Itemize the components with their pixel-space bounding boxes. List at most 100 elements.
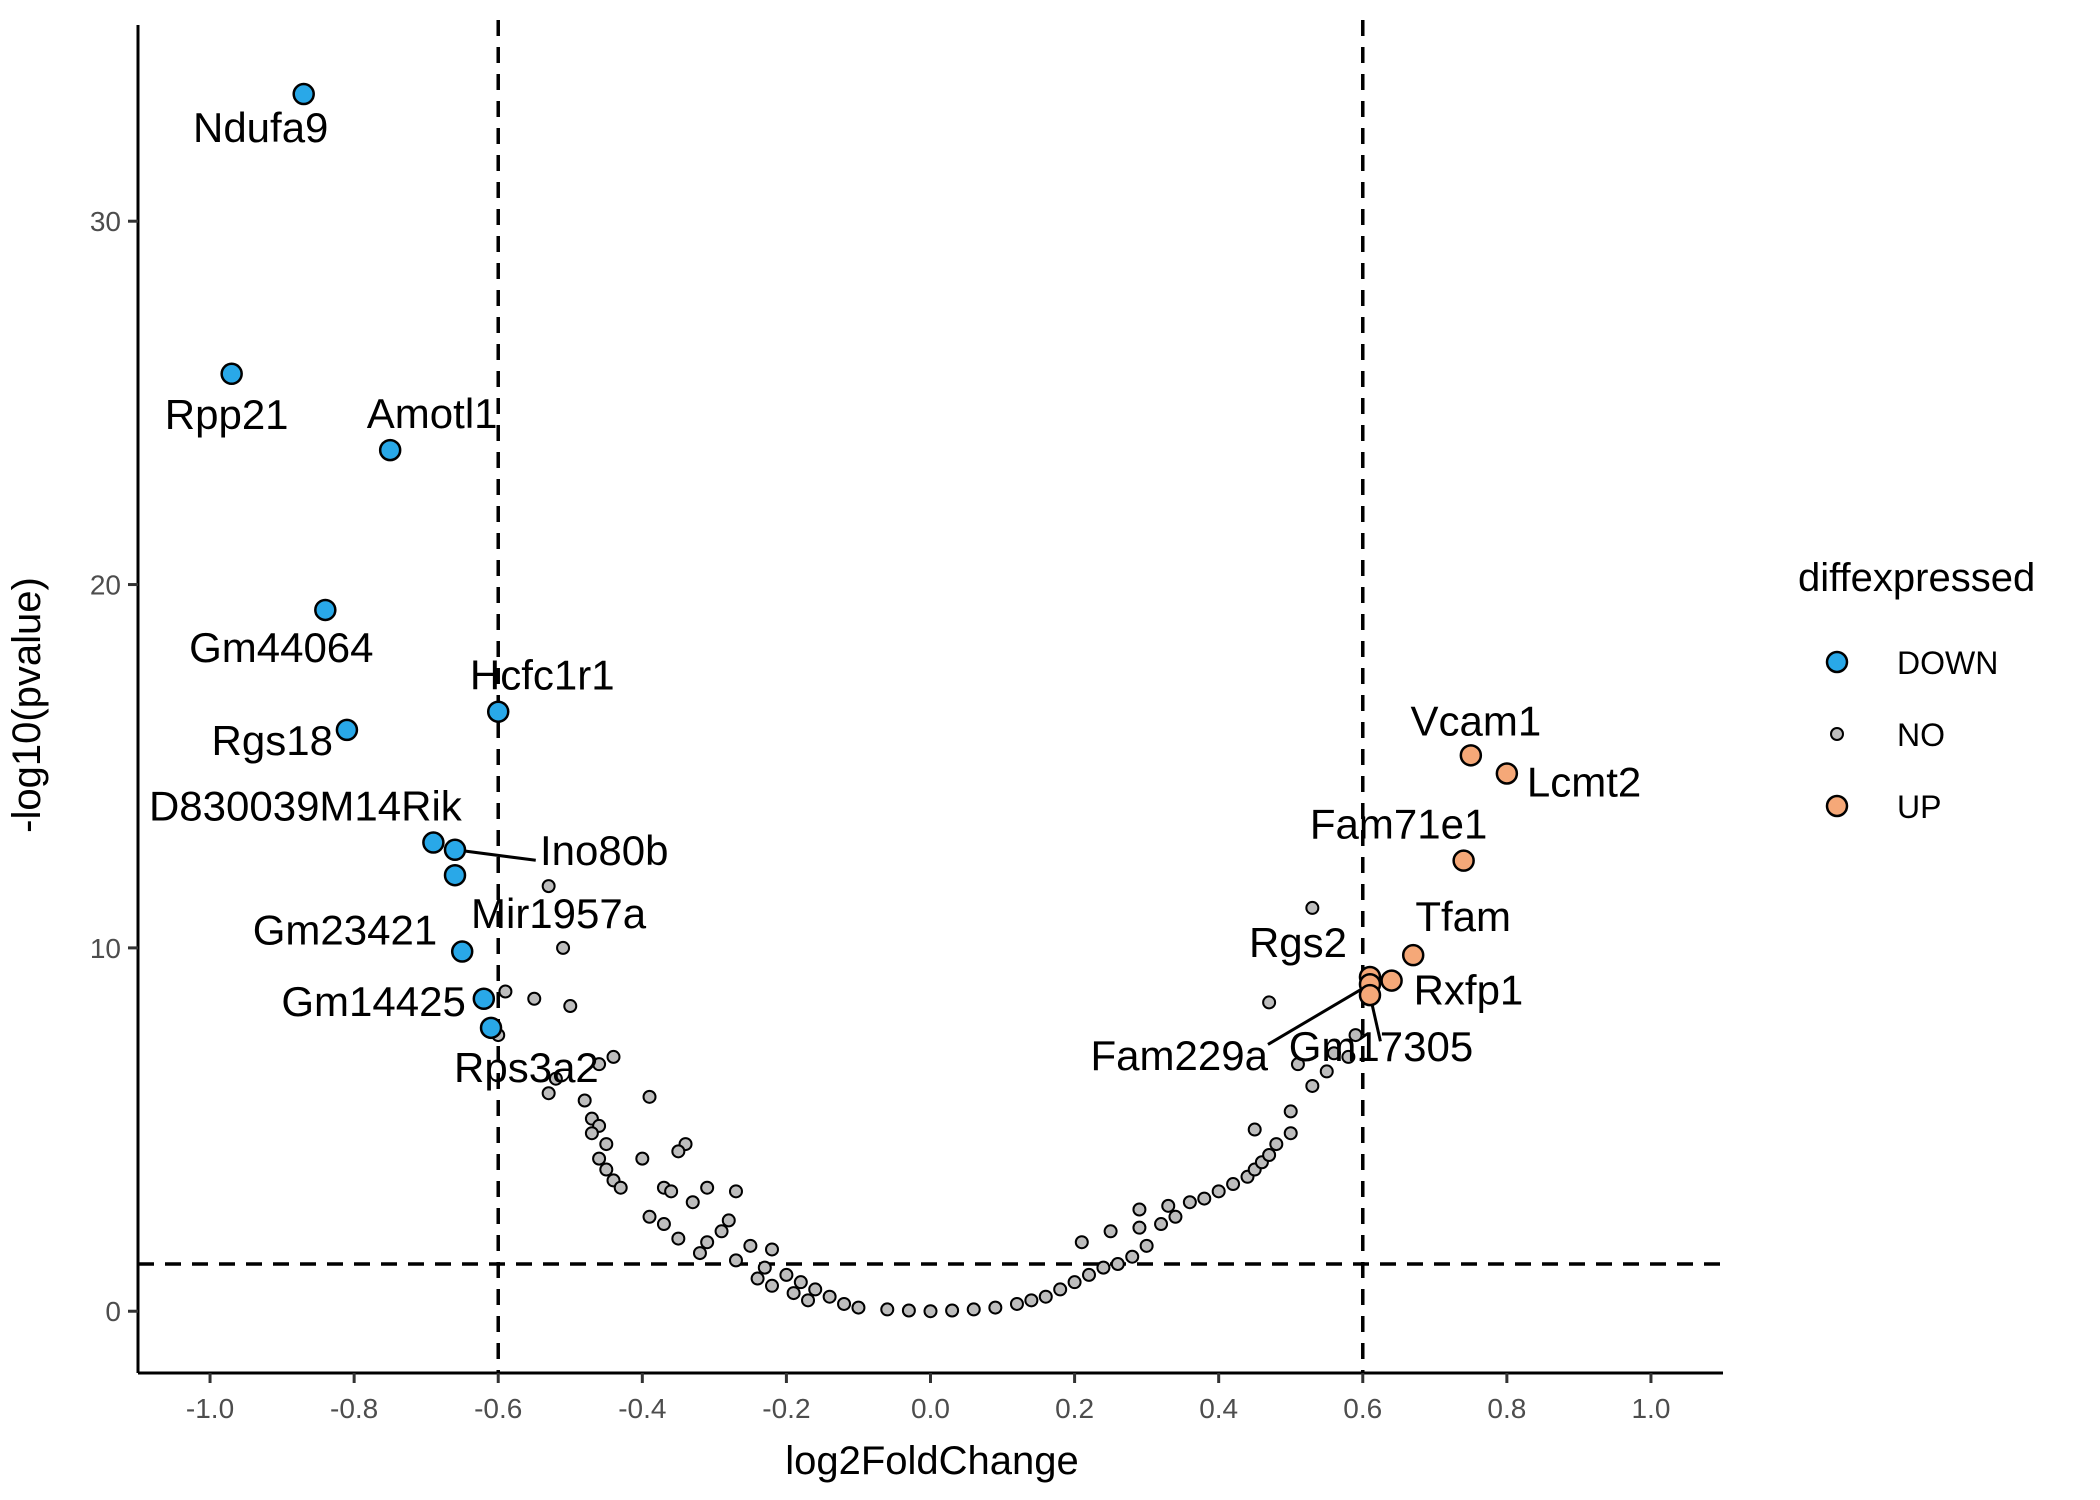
data-point-no — [700, 1235, 715, 1250]
data-point-no — [592, 1151, 607, 1166]
data-point-no — [988, 1300, 1003, 1315]
data-point-no — [728, 1184, 743, 1199]
gene-label: Rxfp1 — [1414, 967, 1524, 1014]
data-point-up — [1358, 983, 1382, 1007]
data-point-no — [541, 1086, 556, 1101]
data-point-no — [757, 1260, 772, 1275]
data-point-no — [765, 1278, 779, 1293]
data-point-up — [1459, 744, 1483, 767]
gene-labels: Ndufa9 Rpp21 Amotl1 Gm44064 Hcfc1r1 Rgs18 D830… — [149, 104, 1641, 1091]
data-point-no — [671, 1144, 686, 1159]
x-tick-label: -0.2 — [762, 1393, 810, 1424]
axes: -1.0 -0.8 -0.6 -0.4 -0.2 0.0 0.2 0.4 0.6 0.8 1.0 0 1… — [90, 25, 1723, 1424]
gene-label: Gm14425 — [281, 978, 465, 1025]
data-point-no — [1182, 1195, 1197, 1210]
data-point-no — [901, 1303, 916, 1318]
data-point-no — [1269, 1137, 1284, 1152]
data-point-no — [606, 1049, 621, 1064]
x-tick-label: 0.8 — [1487, 1393, 1526, 1424]
legend-label: DOWN — [1897, 645, 1998, 681]
x-tick-label: 0.6 — [1343, 1393, 1382, 1424]
x-axis-title: log2FoldChange — [785, 1439, 1079, 1483]
data-point-no — [1074, 1235, 1089, 1250]
data-point-no — [1053, 1282, 1068, 1297]
gene-label: D830039M14Rik — [149, 783, 463, 830]
data-point-no — [1154, 1217, 1169, 1232]
data-point-no — [599, 1137, 614, 1152]
gene-label: Rps3a2 — [454, 1044, 599, 1091]
data-point-no — [1319, 1064, 1334, 1079]
data-point-no — [786, 1286, 801, 1301]
data-point-no — [793, 1275, 808, 1290]
data-point-no — [498, 984, 513, 999]
data-point-no — [1283, 1104, 1298, 1119]
data-point-no — [556, 940, 571, 955]
data-point-no — [837, 1296, 852, 1311]
data-point-no — [563, 999, 578, 1014]
gene-label: Rpp21 — [165, 391, 289, 438]
data-point-no — [822, 1289, 837, 1304]
data-point-no — [714, 1224, 729, 1239]
gene-label: Amotl1 — [367, 390, 498, 437]
gene-label: Rgs2 — [1249, 919, 1347, 966]
gene-label: Mir1957a — [471, 890, 647, 937]
x-tick-label: 0.4 — [1199, 1393, 1238, 1424]
data-point-no — [1247, 1122, 1262, 1137]
data-point-down — [472, 987, 496, 1011]
data-point-no — [1161, 1198, 1176, 1213]
data-point-no — [541, 879, 556, 894]
data-point-no — [945, 1303, 960, 1318]
data-point-down — [220, 362, 243, 386]
data-point-no — [613, 1180, 628, 1195]
legend-key-down — [1825, 650, 1849, 674]
x-tick-label: -0.6 — [474, 1393, 522, 1424]
y-axis-title: -log10(pvalue) — [5, 577, 49, 833]
data-point-no — [1110, 1256, 1125, 1271]
data-point-down — [422, 831, 445, 854]
data-point-no — [1082, 1267, 1096, 1282]
data-point-no — [728, 1253, 743, 1268]
data-point-up — [1401, 943, 1425, 967]
data-point-down — [443, 863, 467, 887]
x-tick-label: 0.0 — [911, 1393, 950, 1424]
data-point-down — [314, 598, 337, 622]
x-tick-label: 0.2 — [1055, 1393, 1094, 1424]
data-point-no — [1262, 1147, 1277, 1162]
data-point-no — [692, 1246, 707, 1261]
data-point-no — [577, 1093, 592, 1108]
data-point-no — [923, 1304, 938, 1319]
data-point-no — [1211, 1184, 1226, 1199]
data-point-no — [548, 1071, 563, 1086]
data-point-no — [1067, 1275, 1082, 1290]
y-tick-label: 10 — [90, 933, 121, 964]
gene-label: Tfam — [1415, 893, 1511, 940]
data-point-no — [685, 1195, 700, 1210]
data-point-no — [1197, 1191, 1212, 1206]
data-point-down — [486, 700, 510, 723]
gene-label: Fam71e1 — [1310, 801, 1487, 848]
data-point-no — [1348, 1028, 1363, 1043]
threshold-lines — [138, 20, 1723, 1373]
data-point-down — [479, 1016, 503, 1040]
data-point-no — [592, 1057, 607, 1072]
x-tick-label: -1.0 — [186, 1393, 234, 1424]
data-point-no — [656, 1217, 671, 1232]
data-point-no — [765, 1242, 779, 1257]
data-point-no — [1326, 1046, 1341, 1061]
data-point-no — [721, 1213, 736, 1228]
data-point-down — [335, 718, 359, 742]
data-point-no — [750, 1271, 765, 1286]
data-point-no — [743, 1238, 758, 1253]
label-connector — [454, 848, 536, 862]
data-point-no — [1226, 1177, 1241, 1192]
data-point-no — [642, 1089, 657, 1104]
data-point-no — [801, 1293, 816, 1308]
data-point-no — [1341, 1049, 1356, 1064]
data-point-no — [584, 1126, 599, 1141]
label-connectors — [454, 848, 1382, 1046]
data-point-no — [1125, 1249, 1140, 1264]
x-tick-label: -0.8 — [330, 1393, 378, 1424]
data-point-no — [1305, 1078, 1320, 1093]
data-point-no — [1038, 1289, 1053, 1304]
